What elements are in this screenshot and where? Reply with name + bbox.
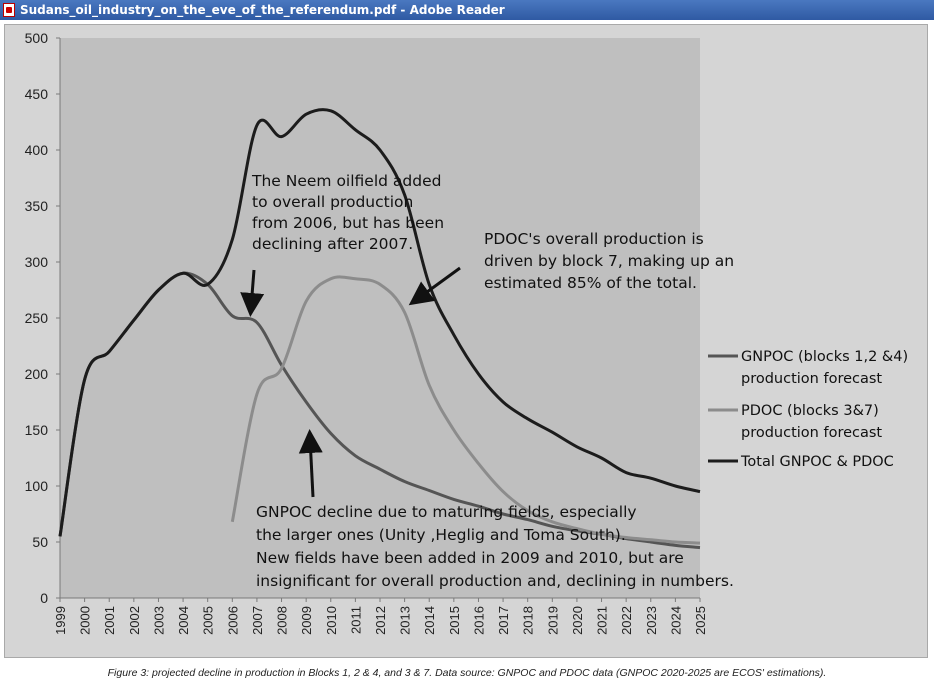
x-tick-label: 2011 bbox=[348, 606, 363, 634]
annotation-line: to overall production bbox=[252, 193, 413, 211]
y-tick-label: 200 bbox=[25, 366, 49, 382]
x-tick-label: 2020 bbox=[570, 606, 585, 635]
x-tick-label: 2013 bbox=[398, 606, 413, 635]
window-title: Sudans_oil_industry_on_the_eve_of_the_re… bbox=[20, 3, 505, 17]
y-tick-label: 450 bbox=[25, 86, 49, 102]
arrow-neem bbox=[240, 269, 265, 317]
annotation-line: from 2006, but has been bbox=[252, 214, 444, 232]
annotation-line: declining after 2007. bbox=[252, 235, 413, 253]
y-tick-label: 100 bbox=[25, 478, 49, 494]
annotation-pdoc: PDOC's overall production is driven by bl… bbox=[484, 230, 734, 292]
x-tick-label: 2021 bbox=[595, 606, 610, 635]
y-tick-label: 150 bbox=[25, 422, 49, 438]
x-tick-label: 2016 bbox=[471, 606, 486, 635]
x-tick-label: 2000 bbox=[78, 606, 93, 635]
plot-area bbox=[60, 38, 700, 598]
y-tick-label: 500 bbox=[25, 30, 49, 46]
legend-label: PDOC (blocks 3&7) bbox=[741, 403, 879, 419]
series-line-total bbox=[58, 108, 701, 537]
legend-entry-pdoc: PDOC (blocks 3&7) production forecast bbox=[708, 403, 882, 441]
x-tick-label: 2018 bbox=[521, 606, 536, 635]
x-tick-label: 2010 bbox=[324, 606, 339, 635]
x-tick-label: 1999 bbox=[53, 606, 68, 635]
x-tick-label: 2009 bbox=[299, 606, 314, 635]
x-tick-label: 2001 bbox=[102, 606, 117, 635]
x-tick-label: 2022 bbox=[619, 606, 634, 635]
legend-label: production forecast bbox=[741, 371, 882, 387]
y-tick-label: 250 bbox=[25, 310, 49, 326]
y-tick-label: 350 bbox=[25, 198, 49, 214]
x-tick-label: 2003 bbox=[151, 606, 166, 635]
window-titlebar: Sudans_oil_industry_on_the_eve_of_the_re… bbox=[0, 0, 934, 20]
annotation-line: estimated 85% of the total. bbox=[484, 274, 697, 292]
y-tick-label: 300 bbox=[25, 254, 49, 270]
arrow-pdoc bbox=[408, 266, 461, 306]
annotation-gnpoc: GNPOC decline due to maturing fields, es… bbox=[256, 503, 734, 590]
x-tick-label: 2012 bbox=[373, 606, 388, 635]
annotation-line: the larger ones (Unity ,Heglig and Toma … bbox=[256, 526, 626, 544]
x-tick-label: 2017 bbox=[496, 606, 511, 635]
legend-entry-gnpoc: GNPOC (blocks 1,2 &4) production forecast bbox=[708, 349, 908, 387]
y-tick-label: 400 bbox=[25, 142, 49, 158]
x-tick-label: 2015 bbox=[447, 606, 462, 635]
legend-label: Total GNPOC & PDOC bbox=[740, 454, 894, 470]
x-tick-label: 2004 bbox=[176, 606, 191, 635]
series-line-pdoc bbox=[230, 275, 701, 545]
arrow-gnpoc bbox=[298, 429, 323, 498]
legend-label: GNPOC (blocks 1,2 &4) bbox=[741, 349, 908, 365]
x-tick-label: 2014 bbox=[422, 606, 437, 635]
x-tick-label: 2019 bbox=[545, 606, 560, 635]
pdf-document-icon bbox=[3, 3, 15, 17]
annotation-line: The Neem oilfield added bbox=[251, 172, 441, 190]
x-tick-label: 2007 bbox=[250, 606, 265, 635]
figure-caption: Figure 3: projected decline in productio… bbox=[107, 667, 827, 679]
legend-label: production forecast bbox=[741, 425, 882, 441]
x-tick-label: 2002 bbox=[127, 606, 142, 635]
annotation-line: New fields have been added in 2009 and 2… bbox=[256, 549, 684, 567]
y-tick-label: 0 bbox=[40, 590, 48, 606]
annotation-line: driven by block 7, making up an bbox=[484, 252, 734, 270]
x-tick-label: 2023 bbox=[644, 606, 659, 635]
x-tick-label: 2005 bbox=[201, 606, 216, 635]
annotation-line: GNPOC decline due to maturing fields, es… bbox=[256, 503, 637, 521]
y-tick-label: 50 bbox=[32, 534, 48, 550]
x-tick-label: 2024 bbox=[668, 606, 683, 635]
x-tick-label: 2008 bbox=[275, 606, 290, 635]
annotation-line: insignificant for overall production and… bbox=[256, 572, 734, 590]
x-tick-label: 2025 bbox=[693, 606, 708, 635]
annotation-neem: The Neem oilfield added to overall produc… bbox=[251, 172, 444, 253]
x-tick-label: 2006 bbox=[225, 606, 240, 635]
annotation-line: PDOC's overall production is bbox=[484, 230, 704, 248]
legend-entry-total: Total GNPOC & PDOC bbox=[708, 454, 894, 470]
